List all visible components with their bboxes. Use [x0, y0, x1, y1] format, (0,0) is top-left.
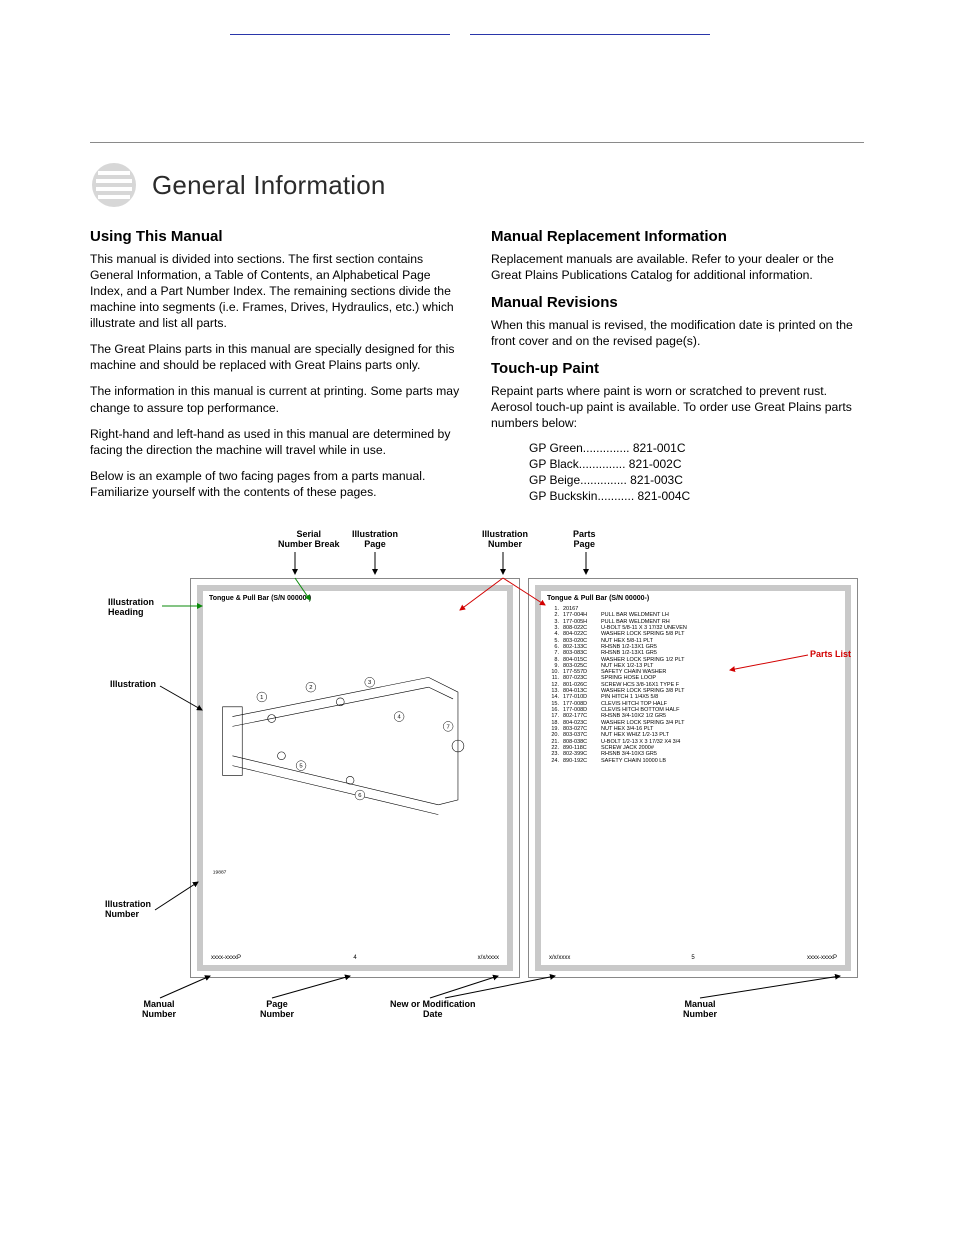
top-link-left[interactable]: [230, 34, 450, 35]
replace-p: Replacement manuals are available. Refer…: [491, 251, 864, 283]
using-p1: This manual is divided into sections. Th…: [90, 251, 463, 331]
using-p5: Below is an example of two facing pages …: [90, 468, 463, 500]
top-link-right[interactable]: [470, 34, 710, 35]
paint-list: GP Green.............. 821-001C GP Black…: [529, 441, 864, 504]
right-column: Manual Replacement Information Replaceme…: [491, 227, 864, 510]
facing-pages-example: Serial Number Break Illustration Page Il…: [90, 530, 860, 1040]
replace-heading: Manual Replacement Information: [491, 227, 864, 247]
header-links: [0, 0, 954, 42]
paint-heading: Touch-up Paint: [491, 359, 864, 379]
rule: [90, 142, 864, 143]
page-body: General Information Using This Manual Th…: [0, 161, 954, 1080]
logo-icon: [90, 161, 138, 209]
using-p2: The Great Plains parts in this manual ar…: [90, 341, 463, 373]
left-column: Using This Manual This manual is divided…: [90, 227, 463, 510]
revisions-heading: Manual Revisions: [491, 293, 864, 313]
using-p3: The information in this manual is curren…: [90, 383, 463, 415]
title-block: General Information: [90, 161, 864, 209]
columns: Using This Manual This manual is divided…: [90, 227, 864, 510]
revisions-p: When this manual is revised, the modific…: [491, 317, 864, 349]
using-p4: Right-hand and left-hand as used in this…: [90, 426, 463, 458]
paint-p: Repaint parts where paint is worn or scr…: [491, 383, 864, 431]
using-heading: Using This Manual: [90, 227, 463, 247]
page-title: General Information: [152, 170, 386, 201]
